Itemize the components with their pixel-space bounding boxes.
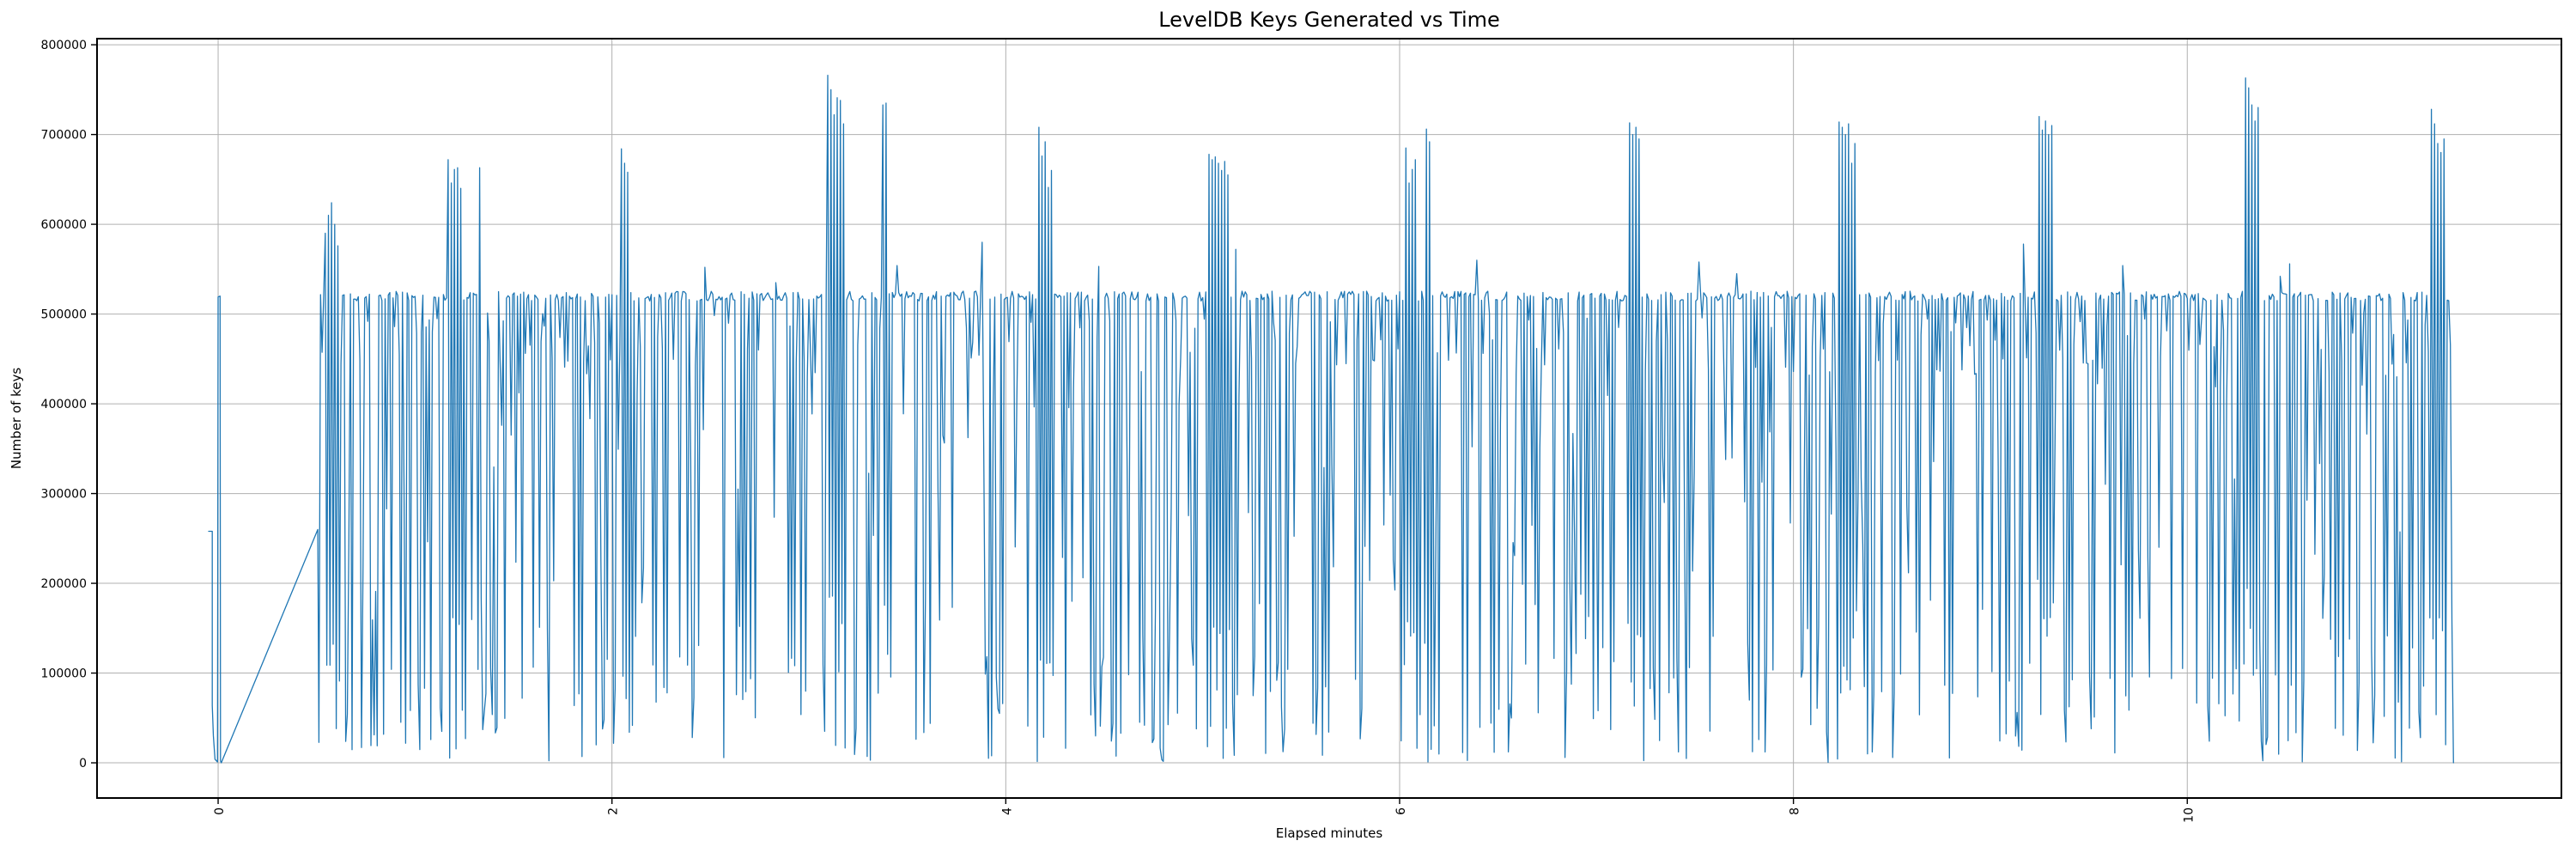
chart-title: LevelDB Keys Generated vs Time [1158, 8, 1500, 32]
y-tick-label: 500000 [41, 308, 87, 322]
y-tick-label: 0 [79, 757, 87, 771]
x-tick-label: 0 [213, 807, 227, 815]
y-tick-label: 300000 [41, 488, 87, 502]
x-axis-label: Elapsed minutes [1276, 825, 1383, 841]
y-tick-labels: 0 100000 200000 300000 400000 500000 600000 700… [41, 39, 87, 771]
y-tick-label: 100000 [41, 667, 87, 681]
x-axis-ticks [217, 798, 2188, 804]
y-tick-label: 200000 [41, 577, 87, 591]
x-tick-label: 4 [1000, 807, 1014, 815]
x-tick-label: 8 [1789, 807, 1802, 815]
y-tick-label: 800000 [41, 39, 87, 52]
y-axis-ticks [91, 44, 97, 764]
y-axis-label: Number of keys [9, 368, 24, 470]
series-keys-line [208, 74, 2454, 764]
x-tick-labels: 0 2 4 6 8 10 [213, 807, 2196, 823]
y-tick-label: 400000 [41, 398, 87, 411]
y-tick-label: 700000 [41, 129, 87, 143]
plot-border [96, 38, 2562, 799]
x-tick-label: 2 [607, 807, 621, 815]
x-tick-label: 6 [1394, 807, 1408, 815]
x-tick-label: 10 [2182, 807, 2196, 823]
y-tick-label: 600000 [41, 218, 87, 232]
